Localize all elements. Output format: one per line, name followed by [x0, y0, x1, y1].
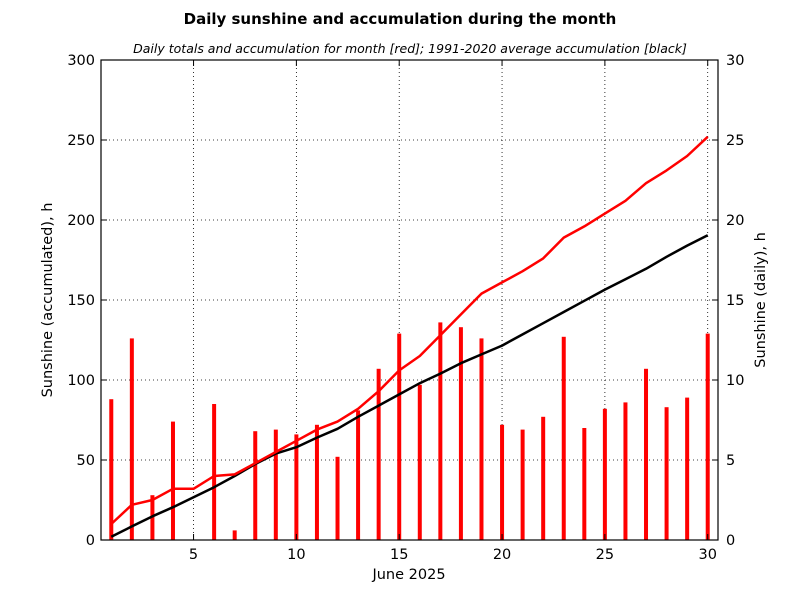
x-tick-label: 10: [287, 547, 305, 563]
daily-sunshine-bar: [335, 456, 340, 540]
y-tick-label-right: 15: [726, 293, 744, 309]
x-tick-label: 20: [493, 547, 511, 563]
daily-sunshine-bar: [458, 327, 463, 540]
daily-sunshine-bar: [109, 399, 114, 540]
daily-sunshine-bar: [500, 424, 505, 540]
daily-sunshine-bar: [212, 404, 217, 540]
y-axis-label-left: Sunshine (accumulated), h: [40, 203, 56, 398]
daily-sunshine-bar: [644, 368, 649, 540]
daily-sunshine-bar: [582, 428, 587, 540]
daily-sunshine-bar: [520, 429, 525, 540]
daily-sunshine-bar: [602, 408, 607, 540]
x-tick-label: 5: [189, 547, 198, 563]
daily-sunshine-bar: [129, 338, 134, 540]
daily-sunshine-bar: [273, 429, 278, 540]
y-axis-label-right: Sunshine (daily), h: [753, 232, 769, 368]
y-tick-label-left: 150: [67, 293, 95, 309]
y-tick-label-left: 300: [67, 53, 95, 69]
daily-sunshine-bar: [623, 402, 628, 540]
average-accumulation-line: [110, 234, 709, 538]
y-tick-label-left: 50: [77, 453, 95, 469]
daily-sunshine-bar: [253, 431, 258, 540]
y-tick-label-left: 100: [67, 373, 95, 389]
chart-subtitle: Daily totals and accumulation for month …: [133, 41, 687, 56]
daily-sunshine-bar: [170, 421, 175, 540]
daily-sunshine-bar: [294, 434, 299, 540]
y-tick-label-right: 0: [726, 533, 735, 549]
daily-sunshine-bar: [479, 338, 484, 540]
chart-title: Daily sunshine and accumulation during t…: [184, 10, 617, 28]
daily-sunshine-bar: [541, 416, 546, 540]
y-tick-label-left: 200: [67, 213, 95, 229]
x-axis-label: June 2025: [371, 567, 445, 583]
y-tick-label-right: 10: [726, 373, 744, 389]
plot-area: 0 50 100 150 200 250 300 0 5 10 15 20 25 30 5 10 15 20 25 3…: [67, 53, 744, 563]
daily-sunshine-bar: [705, 333, 710, 540]
daily-sunshine-bar: [314, 424, 319, 540]
y-tick-label-right: 30: [726, 53, 744, 69]
daily-sunshine-bar: [232, 530, 237, 540]
y-tick-label-right: 20: [726, 213, 744, 229]
daily-sunshine-bar: [561, 336, 566, 540]
x-tick-label: 15: [390, 547, 408, 563]
daily-sunshine-bar: [685, 397, 690, 540]
daily-sunshine-bar: [417, 384, 422, 540]
accumulated-sunshine-line: [110, 135, 709, 525]
y-tick-label-right: 5: [726, 453, 735, 469]
daily-sunshine-bar: [356, 410, 361, 540]
daily-sunshine-bar: [438, 322, 443, 540]
daily-sunshine-bar: [376, 368, 381, 540]
y-tick-label-right: 25: [726, 133, 744, 149]
y-tick-label-left: 0: [86, 533, 95, 549]
daily-sunshine-bar: [397, 333, 402, 540]
daily-sunshine-bar: [664, 407, 669, 540]
x-tick-label: 30: [698, 547, 716, 563]
x-tick-label: 25: [596, 547, 614, 563]
y-tick-label-left: 250: [67, 133, 95, 149]
